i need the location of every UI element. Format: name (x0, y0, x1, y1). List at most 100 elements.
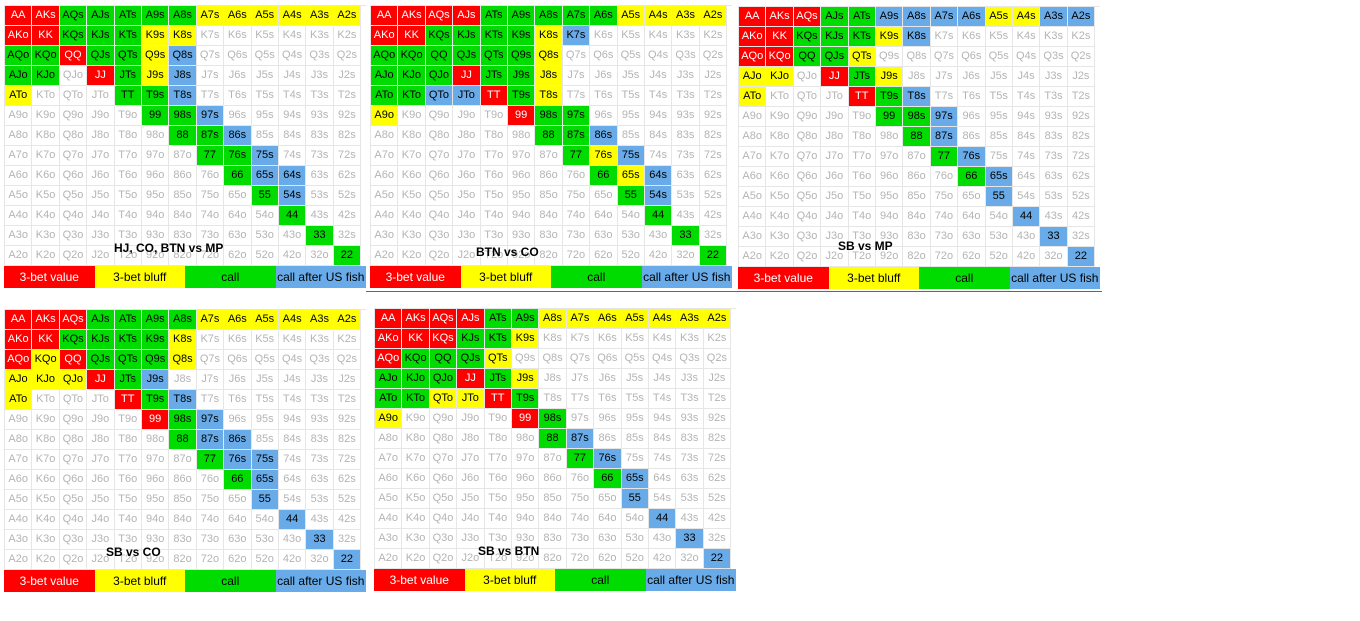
hand-cell[interactable]: T2s (333, 86, 362, 106)
hand-cell[interactable]: Q7s (930, 47, 959, 67)
hand-cell[interactable]: Q4s (644, 46, 673, 66)
hand-cell[interactable]: Q5s (985, 47, 1013, 67)
hand-cell[interactable]: A5s (251, 6, 279, 26)
hand-cell[interactable]: KJs (87, 26, 115, 46)
hand-cell[interactable]: J7o (457, 449, 485, 469)
hand-cell[interactable]: T7o (114, 146, 142, 166)
hand-cell[interactable]: 88 (535, 126, 563, 146)
hand-cell[interactable]: A8o (5, 430, 33, 450)
hand-cell[interactable]: K7o (32, 146, 60, 166)
hand-cell[interactable]: K4s (644, 26, 673, 46)
hand-cell[interactable]: 86o (535, 166, 563, 186)
hand-cell[interactable]: 65o (958, 187, 986, 207)
hand-cell[interactable]: 87s (196, 430, 225, 450)
hand-cell[interactable]: Q9s (141, 350, 170, 370)
hand-cell[interactable]: J4s (1012, 67, 1041, 87)
hand-cell[interactable]: Q7o (59, 146, 88, 166)
hand-cell[interactable]: A8s (169, 310, 197, 330)
hand-cell[interactable]: 95s (621, 409, 649, 429)
hand-cell[interactable]: T9s (141, 86, 170, 106)
hand-cell[interactable]: A3s (676, 309, 704, 329)
hand-cell[interactable]: QJo (429, 369, 458, 389)
hand-cell[interactable]: 65s (617, 166, 645, 186)
hand-cell[interactable]: 98s (169, 106, 197, 126)
hand-cell[interactable]: 72o (196, 246, 225, 266)
hand-cell[interactable]: J5o (453, 186, 481, 206)
hand-cell[interactable]: AKs (766, 7, 794, 27)
hand-cell[interactable]: 99 (141, 410, 170, 430)
hand-cell[interactable]: K5o (766, 187, 794, 207)
hand-cell[interactable]: 98s (169, 410, 197, 430)
hand-cell[interactable]: 44 (648, 509, 677, 529)
hand-cell[interactable]: AJs (87, 310, 115, 330)
hand-cell[interactable]: J6s (594, 369, 622, 389)
hand-cell[interactable]: Q8s (535, 46, 563, 66)
hand-cell[interactable]: QTo (429, 389, 458, 409)
hand-cell[interactable]: 64s (278, 470, 307, 490)
hand-cell[interactable]: J4o (87, 206, 115, 226)
hand-cell[interactable]: A9o (371, 106, 399, 126)
hand-cell[interactable]: TT (114, 390, 142, 410)
hand-cell[interactable]: T3o (484, 529, 512, 549)
hand-cell[interactable]: A7s (562, 6, 591, 26)
hand-cell[interactable]: 74s (278, 450, 307, 470)
hand-cell[interactable]: TT (848, 87, 876, 107)
hand-cell[interactable]: 94o (875, 207, 904, 227)
hand-cell[interactable]: 55 (251, 186, 279, 206)
hand-cell[interactable]: AQo (739, 47, 767, 67)
hand-cell[interactable]: 92s (1067, 107, 1096, 127)
hand-cell[interactable]: 97s (196, 410, 225, 430)
hand-cell[interactable]: T4o (480, 206, 508, 226)
hand-cell[interactable]: A2o (375, 549, 403, 569)
hand-cell[interactable]: 99 (875, 107, 904, 127)
hand-cell[interactable]: 88 (539, 429, 567, 449)
hand-cell[interactable]: 43o (278, 530, 307, 550)
hand-cell[interactable]: QQ (429, 349, 458, 369)
hand-cell[interactable]: 54o (985, 207, 1013, 227)
hand-cell[interactable]: J6o (457, 469, 485, 489)
hand-cell[interactable]: 84s (648, 429, 677, 449)
hand-cell[interactable]: 65s (621, 469, 649, 489)
hand-cell[interactable]: 22 (1067, 247, 1096, 267)
hand-cell[interactable]: Q2o (425, 246, 454, 266)
hand-cell[interactable]: A9s (875, 7, 904, 27)
hand-cell[interactable]: KQo (32, 350, 60, 370)
hand-cell[interactable]: 93s (1040, 107, 1068, 127)
hand-cell[interactable]: 74o (930, 207, 959, 227)
hand-cell[interactable]: 74s (278, 146, 307, 166)
hand-cell[interactable]: T6s (590, 86, 618, 106)
hand-cell[interactable]: J4o (457, 509, 485, 529)
hand-cell[interactable]: K3o (32, 226, 60, 246)
hand-cell[interactable]: J6s (224, 66, 252, 86)
hand-cell[interactable]: 53o (251, 530, 279, 550)
hand-cell[interactable]: AKs (32, 6, 60, 26)
hand-cell[interactable]: 86o (169, 166, 197, 186)
hand-cell[interactable]: 66 (958, 167, 986, 187)
hand-cell[interactable]: T6s (958, 87, 986, 107)
hand-cell[interactable]: QJo (59, 66, 88, 86)
hand-cell[interactable]: 52o (985, 247, 1013, 267)
hand-cell[interactable]: 95o (511, 489, 540, 509)
hand-cell[interactable]: 76o (566, 469, 595, 489)
hand-cell[interactable]: JTo (87, 86, 115, 106)
hand-cell[interactable]: 96o (511, 469, 540, 489)
hand-cell[interactable]: T2o (848, 247, 876, 267)
hand-cell[interactable]: 53s (306, 490, 334, 510)
hand-cell[interactable]: J9s (875, 67, 904, 87)
hand-cell[interactable]: 85s (617, 126, 645, 146)
hand-cell[interactable]: A8o (5, 126, 33, 146)
hand-cell[interactable]: T3s (1040, 87, 1068, 107)
hand-cell[interactable]: 75s (985, 147, 1013, 167)
hand-cell[interactable]: J3o (821, 227, 849, 247)
hand-cell[interactable]: T9o (114, 410, 142, 430)
hand-cell[interactable]: 83o (535, 226, 563, 246)
hand-cell[interactable]: J6s (958, 67, 986, 87)
hand-cell[interactable]: Q7s (196, 46, 225, 66)
hand-cell[interactable]: 62o (958, 247, 986, 267)
hand-cell[interactable]: 32o (676, 549, 704, 569)
hand-cell[interactable]: 42s (333, 510, 362, 530)
hand-cell[interactable]: 33 (306, 530, 334, 550)
hand-cell[interactable]: A2s (1067, 7, 1096, 27)
hand-cell[interactable]: K2o (766, 247, 794, 267)
hand-cell[interactable]: Q2s (699, 46, 728, 66)
